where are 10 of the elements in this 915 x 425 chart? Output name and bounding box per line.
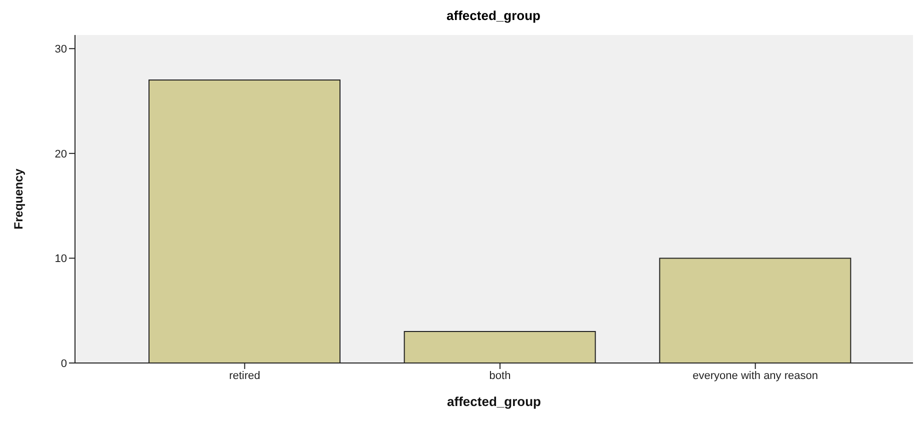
y-tick-label: 30 [54,44,67,56]
y-axis-title: Frequency [11,168,26,230]
y-tick-label: 10 [54,253,67,266]
x-axis-title: affected_group [447,394,542,409]
chart-title: affected_group [446,8,542,23]
y-tick-label: 0 [60,358,67,370]
x-tick-label: retired [229,370,260,382]
x-tick-label: everyone with any reason [692,370,818,382]
y-tick-label: 20 [54,148,67,160]
x-tick-label: both [489,370,511,382]
